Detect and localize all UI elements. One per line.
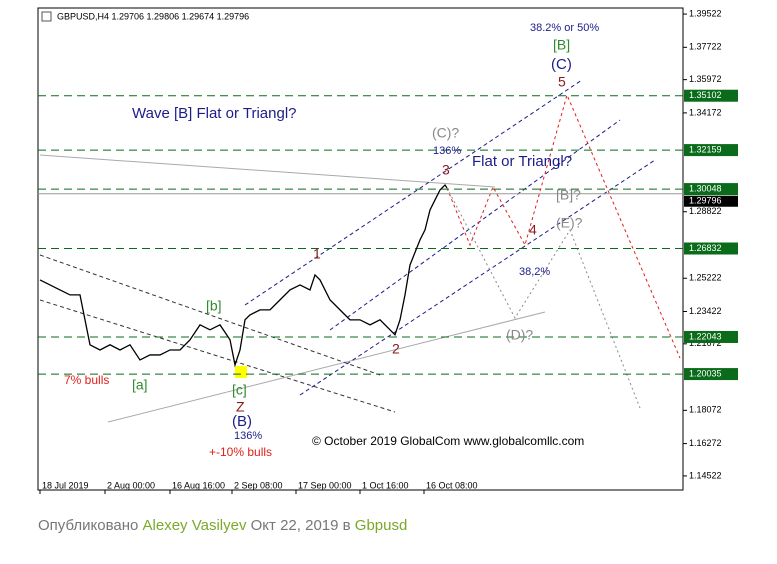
footer-text: в [342,517,351,534]
annotation: (B) [232,413,252,430]
y-tick-label: 1.34172 [689,107,722,117]
icon [41,11,52,22]
projection-path [446,93,681,359]
annotation: Wave [B] Flat or Triangl? [132,105,297,122]
level-box [684,330,738,343]
author-link[interactable]: Alexey Vasilyev [142,517,247,534]
level-label: 1.32159 [689,144,722,154]
y-tick-label: 1.28822 [689,206,722,216]
annotation: 3 [442,162,450,178]
annotation: [b] [206,298,222,314]
annotation: © October 2019 GlobalCom www.globalcomll… [312,434,584,448]
annotation: (D)? [506,327,533,343]
trend-line [107,311,546,423]
annotation: (C) [551,56,572,73]
annotation: 1 [313,246,321,262]
level-box [684,242,738,255]
x-tick-label: 18 Jul 2019 [42,480,89,490]
y-tick-label: 1.16272 [689,438,722,448]
x-tick-label: 16 Aug 16:00 [172,480,225,490]
y-tick-label: 1.23422 [689,306,722,316]
x-tick-label: 2 Sep 08:00 [234,480,283,490]
annotation: (C)? [432,125,459,141]
chart-title: GBPUSD,H4 1.29706 1.29806 1.29674 1.2979… [57,11,249,21]
annotation: [a] [132,377,148,393]
level-label: 1.30048 [689,183,722,193]
chart: GBPUSD,H4 1.29706 1.29806 1.29674 1.2979… [37,7,738,494]
annotation: Flat or Triangl? [472,153,572,170]
y-tick-label: 1.21672 [689,338,722,348]
y-tick-label: 1.18072 [689,405,722,415]
annotation: [c] [232,382,247,398]
annotation: 136% [433,145,461,157]
level-label: 1.35102 [689,90,722,100]
level-box [684,89,738,102]
level-label: 1.22043 [689,331,722,341]
annotation: 5 [558,74,566,90]
wave-lines [39,79,681,423]
last-price-label: 1.29796 [689,196,722,206]
x-tick-label: 2 Aug 00:00 [107,480,155,490]
y-tick-label: 1.37722 [689,42,722,52]
channel-line [244,79,583,306]
annotation: Z [236,399,245,415]
annotation: 136% [234,430,262,442]
y-tick-label: 1.35972 [689,74,722,84]
level-label: 1.20035 [689,368,722,378]
level-label: 1.26832 [689,243,722,253]
channel-line [299,159,656,396]
symbol-link[interactable]: Gbpusd [354,517,408,534]
price-box [684,195,738,207]
annotation: [B] [553,37,570,53]
annotation: 2 [392,341,400,357]
footer-text: Опубликовано [38,517,139,534]
channel-line [39,299,396,413]
trend-line [39,154,496,188]
x-tick-label: 1 Oct 16:00 [362,480,409,490]
projection-path [446,187,641,409]
x-tick-label: 16 Oct 08:00 [426,480,478,490]
annotation: 7% bulls [64,373,109,387]
annotation: (E)? [556,215,583,231]
annotation: [B]? [556,187,581,203]
price-line [39,183,448,368]
annotation: 38.2% or 50% [530,22,599,34]
level-box [684,144,738,157]
y-tick-label: 1.14522 [689,470,722,480]
annotation: 38,2% [519,266,550,278]
annotation: 4 [529,222,537,238]
y-tick-label: 1.25222 [689,273,722,283]
footer: Опубликовано Alexey Vasilyev Окт 22, 201… [38,517,407,534]
y-tick-label: 1.39522 [689,8,722,18]
channel-line [329,119,621,331]
level-box [684,183,738,196]
level-box [684,368,738,381]
annotation: +-10% bulls [209,445,272,459]
marker [235,366,247,378]
footer-date: Окт 22, 2019 [250,517,339,534]
x-tick-label: 17 Sep 00:00 [298,480,352,490]
